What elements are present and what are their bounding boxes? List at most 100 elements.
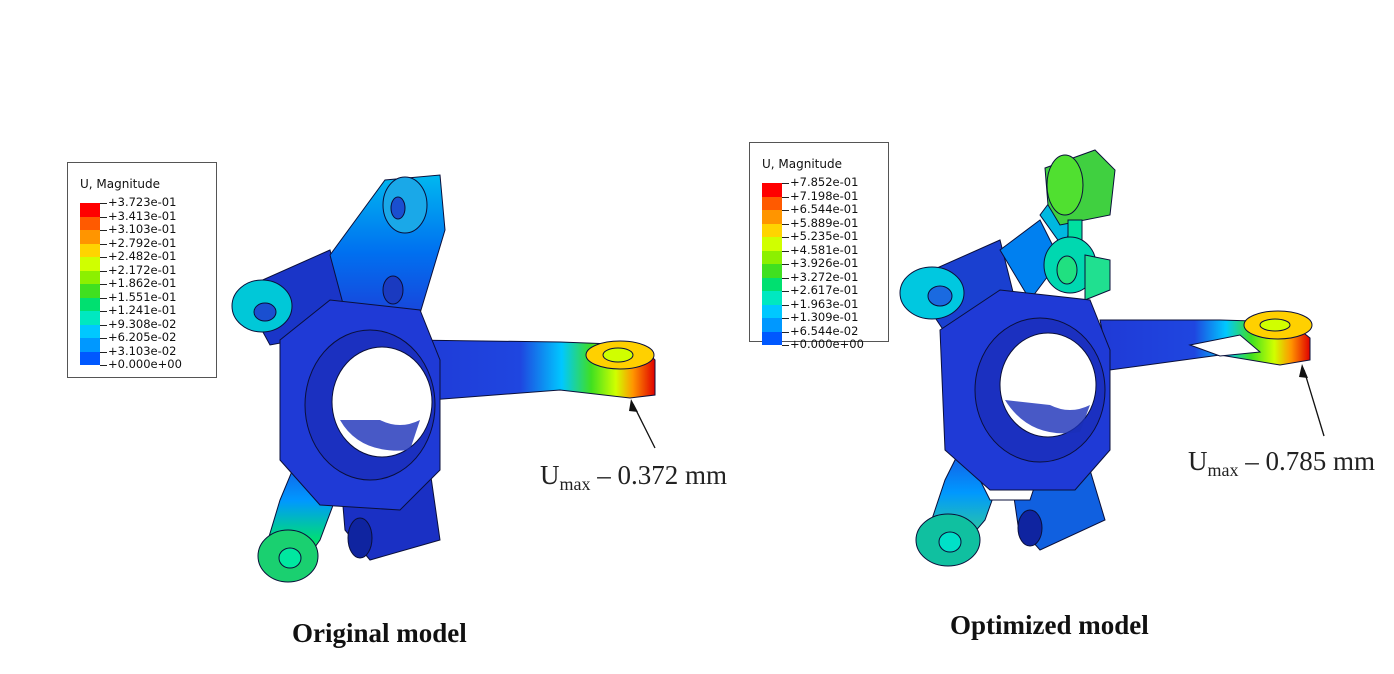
model-caption: Original model <box>292 618 467 648</box>
legend-value: +6.205e-02 <box>108 330 177 344</box>
legend-tick <box>782 345 789 346</box>
legend-tick <box>100 257 107 258</box>
legend-swatch <box>80 351 100 365</box>
legend-swatch <box>762 277 782 291</box>
legend-row: +3.926e-01 <box>762 257 892 278</box>
displacement-legend: U, Magnitude +7.852e-01 +7.198e-01 +6.544e… <box>749 142 892 351</box>
legend-tick <box>782 318 789 319</box>
legend-tick <box>100 351 107 353</box>
legend-row: +7.852e-01 <box>762 176 892 197</box>
legend-swatch <box>80 311 100 325</box>
legend-tick <box>782 196 789 198</box>
legend-tick <box>100 284 107 285</box>
legend-tick <box>782 250 789 252</box>
legend-tick <box>782 291 789 292</box>
displacement-legend: U, Magnitude +3.723e-01 +3.413e-01 +3.103e… <box>67 162 217 378</box>
legend-swatch <box>762 237 782 251</box>
legend-row: +6.544e-02 <box>762 324 892 345</box>
legend-tick <box>782 223 789 225</box>
legend-swatch <box>80 324 100 338</box>
legend-tick <box>100 243 107 245</box>
legend-swatch <box>762 264 782 278</box>
legend-swatch <box>80 216 100 230</box>
legend-swatch <box>762 183 782 197</box>
legend-row: +5.235e-01 <box>762 230 892 251</box>
legend-value: +3.103e-02 <box>108 343 177 358</box>
original-model-panel: U, Magnitude +3.723e-01 +3.413e-01 +3.103e… <box>67 162 727 648</box>
legend-swatch <box>80 338 100 352</box>
legend-value: +6.544e-01 <box>790 202 859 216</box>
legend-row: +6.544e-01 <box>762 203 892 224</box>
umax-arrow-right <box>1299 364 1325 437</box>
legend-row: +1.963e-01 <box>762 297 892 318</box>
original-knuckle-contour-plot <box>231 174 656 583</box>
legend-swatch <box>762 318 782 332</box>
legend-value: +0.000e+00 <box>790 337 864 351</box>
legend-value: +2.792e-01 <box>108 235 177 250</box>
legend-row: +3.723e-01 <box>80 196 210 217</box>
legend-title: U, Magnitude <box>80 177 160 191</box>
legend-row: +0.000e+00 <box>762 338 892 359</box>
legend-value: +3.723e-01 <box>108 195 177 209</box>
legend-value: +5.889e-01 <box>790 215 859 230</box>
umax-arrow-left <box>629 399 656 449</box>
legend-swatch <box>762 196 782 210</box>
legend-tick <box>100 338 107 339</box>
legend-row: +3.103e-01 <box>80 223 210 244</box>
legend-value: +3.272e-01 <box>790 269 859 284</box>
legend-value: +7.198e-01 <box>790 188 859 203</box>
legend-row: +2.617e-01 <box>762 284 892 305</box>
legend-value: +7.852e-01 <box>790 175 859 189</box>
legend-value: +2.482e-01 <box>108 249 177 263</box>
legend-row: +2.482e-01 <box>80 250 210 271</box>
legend-swatch <box>80 203 100 217</box>
legend-row: +6.205e-02 <box>80 331 210 352</box>
optimized-model-panel: U, Magnitude +7.852e-01 +7.198e-01 +6.544e… <box>700 0 1394 674</box>
optimized-knuckle-contour-plot <box>899 149 1313 567</box>
legend-row: +9.308e-02 <box>80 317 210 338</box>
legend-tick <box>100 203 107 204</box>
legend-tick <box>782 264 789 265</box>
legend-swatch <box>762 210 782 224</box>
legend-tick <box>782 237 789 238</box>
legend-value: +1.862e-01 <box>108 276 177 290</box>
legend-swatch <box>80 284 100 298</box>
legend-row: +1.309e-01 <box>762 311 892 332</box>
legend-value: +3.103e-01 <box>108 222 177 236</box>
legend-row: +1.862e-01 <box>80 277 210 298</box>
legend-value: +3.926e-01 <box>790 256 859 270</box>
legend-tick <box>100 216 107 218</box>
legend-value: +5.235e-01 <box>790 229 859 243</box>
legend-tick <box>100 230 107 231</box>
legend-row: +7.198e-01 <box>762 189 892 210</box>
legend-tick <box>782 183 789 184</box>
legend-tick <box>782 331 789 333</box>
legend-swatch <box>762 304 782 318</box>
legend-title: U, Magnitude <box>762 157 842 171</box>
legend-value: +1.963e-01 <box>790 296 859 311</box>
legend-value: +1.241e-01 <box>108 303 177 317</box>
legend-tick <box>100 365 107 366</box>
legend-row: +5.889e-01 <box>762 216 892 237</box>
legend-row: +1.551e-01 <box>80 290 210 311</box>
legend-swatch <box>762 223 782 237</box>
legend-value: +0.000e+00 <box>108 357 182 371</box>
model-caption: Optimized model <box>950 610 1149 640</box>
legend-swatch <box>80 270 100 284</box>
legend-swatch <box>80 297 100 311</box>
legend-value: +4.581e-01 <box>790 242 859 257</box>
legend-value: +1.551e-01 <box>108 289 177 304</box>
legend-swatch <box>762 331 782 345</box>
legend-swatch <box>762 291 782 305</box>
legend-row: +3.272e-01 <box>762 270 892 291</box>
legend-row: +4.581e-01 <box>762 243 892 264</box>
legend-value: +9.308e-02 <box>108 316 177 331</box>
legend-row: +2.792e-01 <box>80 236 210 257</box>
legend-tick <box>782 210 789 211</box>
legend-value: +1.309e-01 <box>790 310 859 324</box>
legend-tick <box>782 304 789 306</box>
legend-swatch <box>80 243 100 257</box>
legend-swatch <box>80 257 100 271</box>
max-displacement-label: Umax – 0.372 mm <box>540 460 728 494</box>
legend-row: +3.103e-02 <box>80 344 210 365</box>
